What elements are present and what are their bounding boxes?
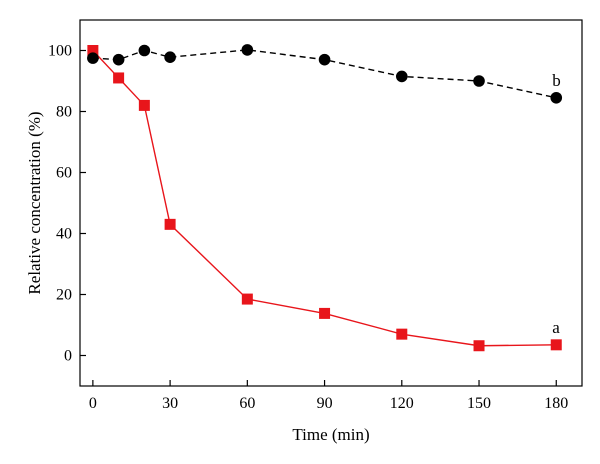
series-b: b [87, 44, 563, 104]
data-point-a [396, 328, 408, 340]
series-label-b: b [552, 71, 561, 90]
data-point-b [112, 53, 125, 66]
x-tick-label: 30 [162, 395, 178, 412]
y-axis-ticks: 0 20 40 60 80 100 [48, 43, 86, 365]
series-line-a [92, 50, 557, 347]
plot-frame [79, 19, 583, 387]
data-point-a [138, 99, 150, 111]
series-a: a [87, 45, 562, 352]
y-axis-title: Relative concentration (%) [25, 111, 44, 294]
y-tick-label: 100 [48, 43, 72, 60]
series-layer: ab [87, 44, 563, 352]
data-point-b [473, 75, 485, 87]
x-tick-label: 150 [467, 395, 491, 412]
y-tick-label: 80 [56, 104, 72, 121]
data-point-a [87, 45, 99, 56]
data-point-b [318, 53, 331, 66]
x-axis-title: Time (min) [292, 425, 369, 444]
data-point-b [164, 51, 176, 64]
y-tick-label: 0 [64, 348, 72, 365]
x-tick-label: 180 [544, 395, 568, 412]
data-point-a [550, 339, 562, 351]
data-point-b [138, 44, 151, 57]
y-tick-label: 40 [56, 226, 72, 243]
x-tick-label: 60 [239, 395, 255, 412]
data-point-b [87, 52, 99, 64]
data-point-a [164, 218, 176, 230]
data-point-b [241, 44, 254, 56]
y-tick-label: 20 [56, 287, 72, 304]
data-point-b [395, 70, 408, 83]
x-tick-label: 0 [89, 395, 97, 412]
data-point-a [241, 293, 253, 305]
data-point-a [113, 72, 125, 84]
data-point-b [550, 91, 563, 104]
x-axis-ticks: 0 30 60 90 120 150 180 [89, 380, 568, 412]
series-label-a: a [552, 318, 560, 337]
x-tick-label: 90 [317, 395, 333, 412]
y-tick-label: 60 [56, 165, 72, 182]
series-line-b [92, 49, 557, 99]
data-point-a [473, 340, 485, 352]
data-point-a [319, 307, 331, 319]
x-tick-label: 120 [390, 395, 414, 412]
